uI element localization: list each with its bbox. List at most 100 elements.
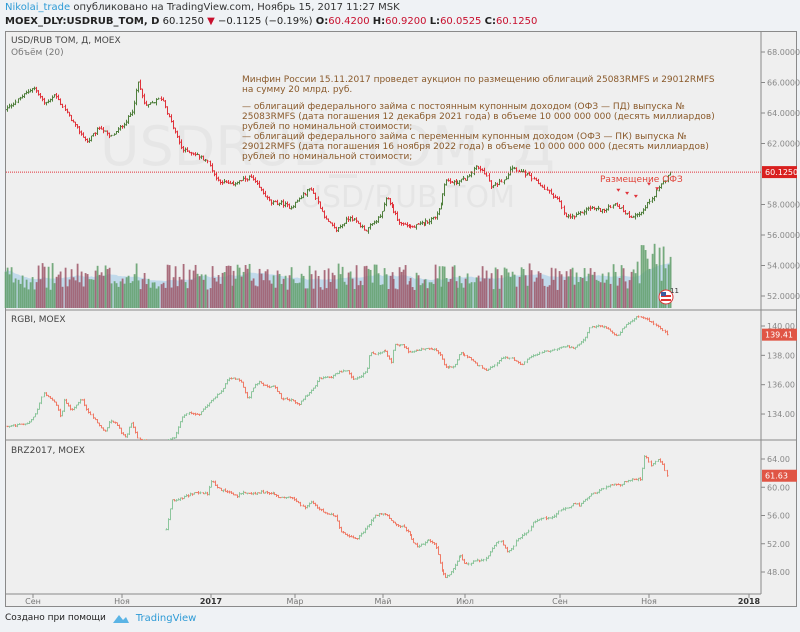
high-value: 60.9200 bbox=[385, 16, 427, 27]
volume-bar bbox=[567, 276, 570, 308]
event-label[interactable]: Размещение ОФЗ bbox=[600, 175, 683, 185]
volume-bar bbox=[597, 280, 600, 308]
volume-bar bbox=[117, 286, 120, 308]
volume-bar bbox=[379, 284, 382, 308]
volume-bar bbox=[92, 279, 95, 308]
volume-bar bbox=[462, 287, 465, 308]
volume-bar bbox=[612, 264, 615, 308]
rgbi-pane-title: RGBI, MOEX bbox=[11, 315, 66, 325]
volume-bar bbox=[209, 288, 212, 308]
volume-bar bbox=[176, 286, 179, 308]
volume-bar bbox=[345, 284, 348, 308]
volume-bar bbox=[662, 246, 665, 308]
event-marker-icon bbox=[616, 188, 621, 192]
volume-bar bbox=[396, 289, 399, 308]
volume-bar bbox=[373, 264, 376, 308]
volume-bar bbox=[90, 279, 93, 308]
news-annotation[interactable]: Минфин России 15.11.2017 проведет аукцио… bbox=[242, 75, 727, 162]
time-tick-label: Ноя bbox=[114, 597, 130, 606]
volume-bar bbox=[640, 245, 643, 308]
volume-bar bbox=[166, 264, 169, 308]
volume-bar bbox=[135, 263, 138, 308]
chart-frame[interactable] bbox=[5, 31, 797, 607]
volume-bar bbox=[460, 283, 463, 308]
volume-bar bbox=[51, 263, 54, 308]
volume-bar bbox=[485, 270, 488, 308]
volume-bar bbox=[29, 282, 32, 308]
volume-bar bbox=[392, 278, 395, 308]
volume-bar bbox=[12, 282, 15, 308]
volume-bar bbox=[424, 279, 427, 308]
volume-bar bbox=[312, 288, 315, 308]
volume-bar bbox=[458, 275, 461, 308]
price-tick-label: 140.00 bbox=[767, 322, 795, 331]
volume-bar bbox=[528, 263, 531, 308]
volume-bar bbox=[147, 278, 150, 308]
annotation-paragraph: — облигаций федерального займа с постоян… bbox=[242, 102, 715, 132]
volume-bar bbox=[59, 271, 62, 308]
volume-bar bbox=[333, 275, 336, 308]
price-tick-label: 68.0000 bbox=[767, 48, 800, 57]
symbol-info: MOEX_DLY:USDRUB_TOM, D 60.1250 ▼ −0.1125… bbox=[5, 16, 537, 27]
volume-bar bbox=[88, 279, 91, 308]
volume-bar bbox=[357, 285, 360, 308]
volume-bar bbox=[6, 267, 9, 308]
volume-bar bbox=[605, 279, 608, 308]
volume-bar bbox=[190, 279, 193, 308]
volume-bar bbox=[481, 266, 484, 308]
volume-bar bbox=[644, 250, 647, 308]
volume-bar bbox=[157, 286, 160, 308]
volume-bar bbox=[211, 266, 214, 308]
volume-bar bbox=[321, 289, 324, 308]
volume-bar bbox=[194, 264, 197, 308]
volume-bar bbox=[188, 269, 191, 308]
symbol-name: MOEX_DLY:USDRUB_TOM, D bbox=[5, 16, 160, 27]
volume-bar bbox=[498, 288, 501, 308]
volume-bar bbox=[642, 245, 645, 308]
volume-bar bbox=[278, 273, 281, 308]
price-tick-label: 138.00 bbox=[767, 351, 795, 360]
volume-bar bbox=[609, 283, 612, 308]
open-value: 60.4200 bbox=[328, 16, 370, 27]
volume-bar bbox=[411, 287, 414, 308]
volume-bar bbox=[145, 284, 148, 308]
volume-bar bbox=[434, 264, 437, 308]
volume-bar bbox=[137, 280, 140, 308]
volume-bar bbox=[236, 264, 239, 308]
volume-bar bbox=[262, 280, 265, 308]
volume-bar bbox=[23, 287, 26, 308]
volume-bar bbox=[505, 268, 508, 308]
price-tick-label: 48.00 bbox=[767, 568, 790, 577]
volume-bar bbox=[94, 270, 97, 308]
volume-bar bbox=[438, 266, 441, 308]
price-tick-label: 54.0000 bbox=[767, 262, 800, 271]
volume-bar bbox=[242, 271, 245, 308]
volume-bar bbox=[408, 281, 411, 308]
volume-bar bbox=[280, 283, 283, 308]
author-link[interactable]: Nikolai_trade bbox=[5, 2, 71, 13]
volume-bar bbox=[286, 289, 289, 308]
volume-bar bbox=[490, 273, 493, 308]
down-arrow-icon: ▼ bbox=[207, 16, 215, 27]
volume-bar bbox=[409, 278, 412, 308]
volume-bar bbox=[449, 279, 452, 308]
volume-bar bbox=[667, 264, 670, 308]
price-tick-label: 136.00 bbox=[767, 381, 795, 390]
volume-bar bbox=[186, 288, 189, 308]
volume-bar bbox=[223, 272, 226, 308]
volume-title: Объём (20) bbox=[11, 48, 64, 58]
volume-bar bbox=[614, 271, 617, 308]
volume-bar bbox=[184, 282, 187, 308]
volume-bar bbox=[638, 283, 641, 308]
volume-bar bbox=[215, 281, 218, 308]
volume-bar bbox=[202, 279, 205, 308]
footer: Создано при помощи TradingView bbox=[5, 612, 196, 624]
volume-bar bbox=[113, 281, 116, 308]
tradingview-link[interactable]: TradingView bbox=[135, 612, 197, 624]
volume-bar bbox=[421, 283, 424, 308]
volume-bar bbox=[426, 288, 429, 308]
volume-bar bbox=[80, 271, 83, 308]
volume-bar bbox=[217, 275, 220, 308]
time-tick-label: 2018 bbox=[738, 597, 761, 606]
